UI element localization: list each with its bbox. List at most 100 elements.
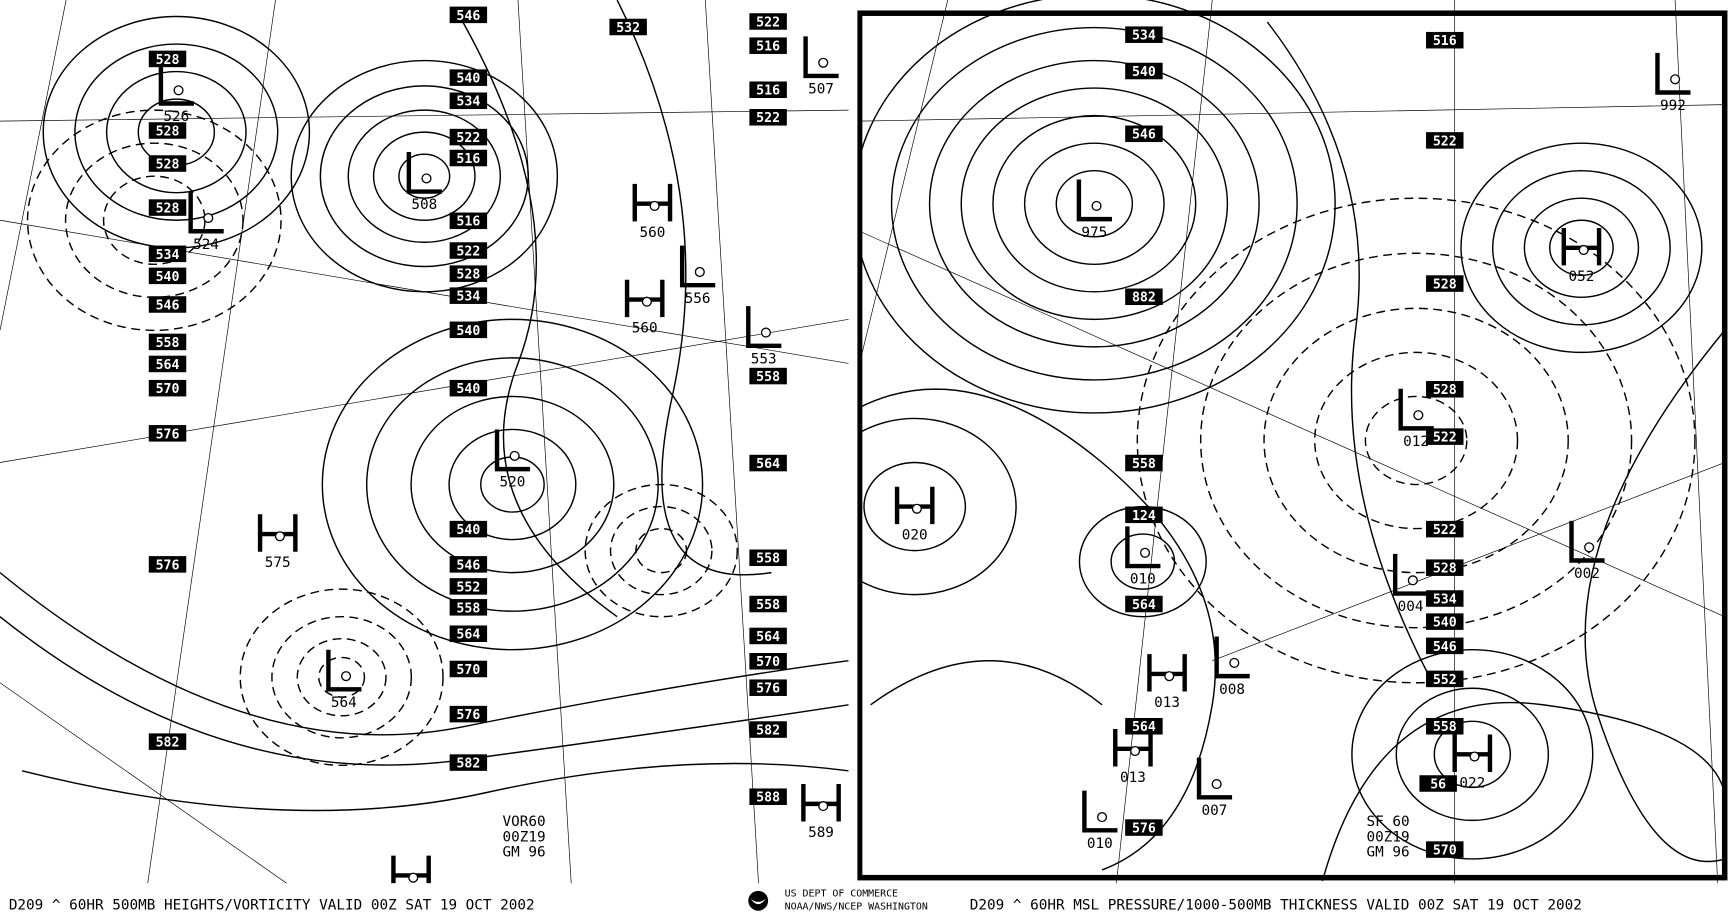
center-value: 992: [1660, 98, 1686, 114]
contour: [635, 527, 688, 574]
center-value: 556: [685, 291, 711, 307]
height-label-text: 558: [1433, 720, 1457, 735]
center-value: 052: [1568, 269, 1594, 285]
height-label-text: 540: [456, 523, 480, 538]
contour: [1266, 21, 1434, 684]
height-label: 558: [749, 549, 787, 567]
height-label-text: 564: [756, 457, 780, 472]
high-pressure-center: 022: [1452, 734, 1493, 791]
contour: [890, 26, 1298, 381]
low-pressure-center: 010: [1082, 790, 1118, 852]
center-value: 524: [193, 237, 219, 253]
center-value: 560: [639, 225, 665, 241]
height-label: 546: [449, 556, 488, 573]
height-label-text: 56: [1430, 777, 1446, 792]
contour: [1110, 533, 1176, 590]
height-label-text: 528: [1433, 383, 1457, 398]
height-label: 522: [749, 109, 787, 126]
contour: [859, 417, 1017, 596]
grid-line: [704, 0, 761, 914]
height-label-text: 546: [156, 298, 180, 313]
height-label-text: 516: [1433, 34, 1457, 49]
height-label: 522: [1426, 132, 1464, 149]
contour: [462, 21, 618, 618]
high-pressure-center: 013: [1113, 728, 1153, 786]
height-label: 882: [1125, 288, 1163, 306]
height-label-text: 540: [156, 270, 180, 285]
contour: [448, 428, 577, 541]
height-label-text: 124: [1132, 509, 1156, 524]
height-label: 546: [1125, 125, 1163, 143]
contour: [398, 153, 451, 199]
center-value: 589: [808, 825, 834, 841]
center-value: 526: [163, 109, 189, 125]
contour: [1263, 307, 1569, 574]
height-label-text: 552: [1433, 673, 1457, 688]
center-marker-icon: [1578, 244, 1589, 256]
center-marker-icon: [694, 266, 705, 278]
high-pressure-center: 020: [894, 486, 935, 544]
contour: [1351, 648, 1594, 860]
center-value: 007: [1202, 803, 1228, 819]
height-label-text: 516: [456, 152, 480, 167]
contour: [318, 656, 366, 698]
height-label: 534: [1125, 26, 1163, 44]
center-value: 020: [902, 528, 928, 544]
high-pressure-center: 575: [257, 514, 298, 571]
contour: [0, 616, 849, 766]
height-label: 582: [749, 721, 787, 739]
height-label-text: 528: [156, 157, 180, 172]
height-label-text: 534: [1433, 592, 1457, 607]
high-pressure-center: 013: [1147, 654, 1187, 711]
height-label: 576: [1125, 819, 1163, 837]
contour: [26, 109, 282, 332]
center-value: 013: [1120, 770, 1146, 786]
center-value: 012: [1403, 434, 1429, 450]
center-marker-icon: [1164, 671, 1175, 682]
center-marker-icon: [203, 212, 214, 224]
center-marker-icon: [1469, 751, 1480, 762]
center-marker-icon: [641, 296, 652, 307]
contour: [1136, 197, 1696, 684]
height-label: 552: [449, 578, 488, 595]
height-label: 528: [1426, 559, 1464, 577]
height-label: 564: [749, 454, 787, 472]
center-marker-icon: [173, 85, 184, 96]
height-label: 528: [148, 122, 187, 139]
height-label-text: 564: [456, 628, 480, 643]
contour: [1314, 351, 1519, 530]
height-label-text: 588: [756, 791, 780, 806]
left-info-block: VOR60 00Z19 GM 96: [503, 814, 546, 861]
height-label: 570: [749, 653, 787, 670]
info-line: VOR60: [503, 814, 546, 830]
height-label: 534: [449, 287, 488, 305]
center-value: 564: [331, 695, 357, 711]
grid-line: [859, 230, 1725, 617]
height-label: 576: [749, 679, 787, 697]
info-line: GM 96: [503, 845, 546, 861]
grid-line: [0, 109, 849, 122]
grid-line: [1212, 462, 1725, 662]
center-marker-icon: [421, 173, 432, 184]
height-label-text: 528: [1433, 562, 1457, 577]
height-label: 56: [1419, 775, 1457, 792]
height-label-text: 558: [456, 601, 480, 616]
grid-line: [0, 319, 849, 463]
height-label-text: 516: [456, 215, 480, 230]
contour-lines: [0, 0, 1726, 882]
noaa-logo-icon: [748, 890, 769, 911]
contour: [992, 114, 1197, 293]
height-label-text: 882: [1132, 291, 1156, 306]
height-label: 522: [749, 13, 787, 30]
contour: [321, 318, 704, 651]
height-label-text: 558: [1132, 457, 1156, 472]
center-marker-icon: [649, 200, 660, 211]
height-label: 558: [749, 595, 787, 613]
left-caption: D209 ^ 60HR 500MB HEIGHTS/VORTICITY VALI…: [9, 898, 535, 914]
low-pressure-center: 992: [1655, 52, 1691, 114]
right-panel-frame: [856, 10, 1728, 881]
center-value: 508: [411, 197, 437, 213]
center-value: 010: [1130, 572, 1156, 588]
height-label: 588: [749, 788, 787, 806]
